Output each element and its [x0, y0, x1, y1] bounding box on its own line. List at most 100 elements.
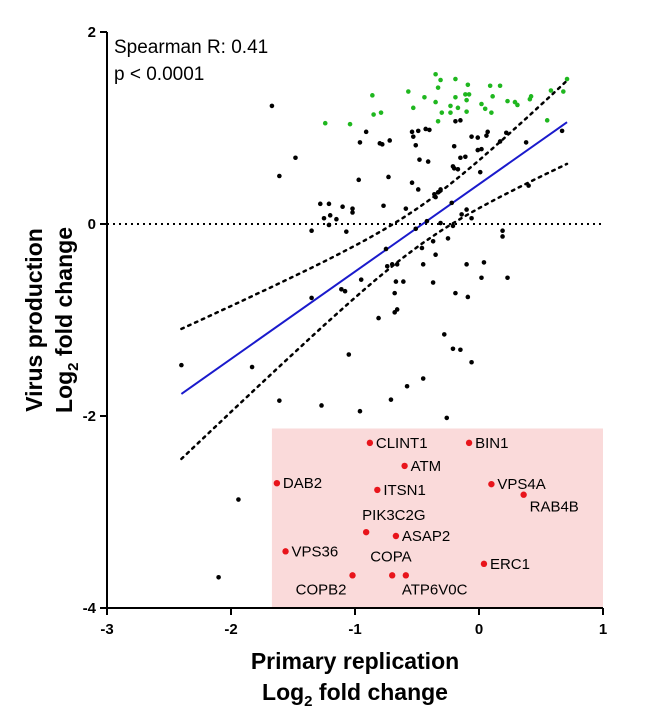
y-tick-label: 0: [88, 216, 96, 233]
black-data-point: [394, 262, 400, 267]
black-data-point: [419, 245, 425, 251]
black-data-point: [387, 138, 393, 143]
black-data-point: [433, 252, 438, 258]
green-data-point: [466, 92, 472, 97]
highlighted-gene-point: [273, 480, 281, 487]
black-data-point: [451, 143, 457, 149]
green-data-point: [410, 105, 416, 111]
black-data-point: [384, 263, 390, 269]
black-data-point: [363, 129, 369, 135]
black-data-point: [236, 497, 241, 502]
black-data-point: [438, 220, 443, 226]
y-tick-label: -4: [83, 600, 97, 617]
green-data-point: [371, 112, 376, 117]
black-data-point: [309, 295, 314, 301]
black-data-point: [505, 275, 510, 281]
black-data-point: [293, 155, 298, 161]
black-data-point: [450, 346, 456, 352]
black-data-point: [342, 288, 348, 294]
green-data-point: [322, 120, 328, 126]
green-data-point: [487, 83, 493, 89]
black-data-point: [413, 142, 419, 148]
gene-label: VPS4A: [497, 476, 545, 493]
gene-label: COPA: [370, 548, 411, 565]
x-axis-title-line2: Log2 fold change: [262, 679, 448, 710]
x-axis-title-line1: Primary replication: [251, 648, 459, 674]
black-data-point: [459, 212, 464, 217]
lower-confidence-band: [180, 162, 569, 461]
black-data-point: [277, 173, 282, 179]
black-data-point: [469, 359, 474, 365]
gene-label: DAB2: [283, 475, 322, 492]
black-data-point: [425, 159, 431, 164]
black-data-point: [465, 294, 471, 300]
black-data-point: [340, 204, 345, 210]
green-data-point: [438, 77, 443, 83]
black-data-point: [430, 280, 436, 285]
black-data-point: [453, 290, 458, 296]
green-data-point: [482, 106, 488, 112]
green-data-point: [433, 99, 438, 105]
black-data-point: [413, 226, 419, 232]
black-data-point: [179, 362, 184, 368]
highlighted-gene-point: [488, 480, 495, 488]
regression-line: [180, 121, 568, 395]
gene-label: BIN1: [475, 435, 508, 452]
black-data-point: [464, 207, 469, 212]
green-data-point: [490, 94, 495, 99]
x-tick-label: 0: [475, 621, 483, 638]
black-data-point: [357, 140, 363, 145]
black-data-point: [334, 216, 339, 222]
y-axis-title-line1: Virus production: [21, 228, 47, 412]
green-data-point: [464, 97, 469, 103]
green-data-point: [347, 121, 353, 127]
black-data-point: [469, 215, 474, 221]
green-data-point: [564, 76, 570, 82]
gene-label: ASAP2: [402, 528, 450, 545]
black-data-point: [500, 228, 505, 234]
green-data-point: [453, 76, 458, 82]
black-data-point: [475, 135, 481, 140]
black-data-point: [420, 376, 426, 381]
p-value-annotation: p < 0.0001: [114, 64, 204, 85]
black-data-point: [344, 229, 349, 234]
black-data-point: [394, 307, 400, 312]
black-data-point: [379, 142, 385, 147]
highlighted-gene-point: [401, 462, 408, 470]
black-data-point: [309, 228, 314, 234]
green-data-point: [465, 82, 471, 88]
green-data-point: [505, 98, 510, 104]
black-data-point: [500, 234, 505, 239]
y-tick-label: 2: [88, 24, 96, 41]
black-data-point: [321, 215, 327, 221]
black-data-point: [317, 201, 323, 207]
black-data-point: [526, 183, 531, 188]
highlighted-gene-point: [362, 528, 370, 536]
spearman-annotation: Spearman R: 0.41: [114, 37, 268, 58]
black-data-point: [464, 262, 469, 267]
black-data-point: [417, 157, 422, 162]
black-data-point: [479, 146, 484, 152]
black-data-point: [497, 139, 503, 144]
black-data-point: [388, 397, 394, 402]
green-data-point: [489, 110, 494, 115]
black-data-point: [458, 155, 463, 161]
black-data-point: [358, 277, 364, 282]
black-data-point: [409, 180, 415, 186]
black-data-point: [503, 130, 509, 136]
black-data-point: [438, 187, 443, 192]
black-data-point: [216, 574, 221, 580]
highlighted-gene-point: [389, 572, 396, 579]
black-data-point: [392, 290, 397, 296]
black-data-point: [327, 213, 333, 218]
gene-label: CLINT1: [376, 435, 428, 452]
x-tick-label: -3: [100, 621, 113, 638]
black-data-point: [449, 200, 455, 206]
highlighted-gene-point: [282, 548, 289, 555]
black-data-point: [393, 279, 399, 284]
green-data-point: [378, 110, 384, 115]
gene-label: ATP6V0C: [402, 581, 468, 598]
highlighted-gene-point: [349, 572, 356, 579]
black-data-point: [404, 383, 410, 389]
